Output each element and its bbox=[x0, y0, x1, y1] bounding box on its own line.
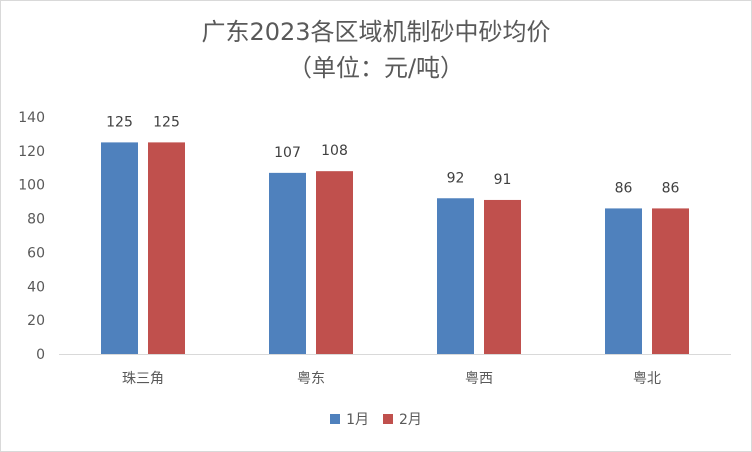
bar bbox=[437, 198, 474, 354]
x-category-label: 珠三角 bbox=[122, 371, 164, 387]
data-label: 125 bbox=[153, 114, 180, 130]
data-label: 108 bbox=[321, 143, 348, 159]
chart-title-line1: 广东2023各区域机制砂中砂均价 bbox=[201, 18, 551, 46]
legend-label-series-1: 1月 bbox=[346, 412, 369, 428]
data-label: 107 bbox=[274, 145, 301, 161]
y-tick-label: 20 bbox=[27, 313, 45, 329]
data-label: 86 bbox=[615, 180, 633, 196]
y-tick-label: 100 bbox=[18, 178, 45, 194]
data-label: 125 bbox=[106, 114, 133, 130]
x-category-label: 粤西 bbox=[465, 371, 493, 387]
data-label: 86 bbox=[662, 180, 680, 196]
y-tick-label: 40 bbox=[27, 279, 45, 295]
bar bbox=[269, 172, 306, 354]
x-category-label: 粤北 bbox=[633, 371, 661, 387]
legend-swatch-series-1 bbox=[330, 414, 341, 424]
legend-swatch-series-2 bbox=[383, 414, 393, 424]
legend: 1月 2月 bbox=[1, 409, 751, 429]
bar bbox=[101, 142, 138, 354]
data-label: 92 bbox=[447, 170, 465, 186]
legend-item-series-2: 2月 bbox=[383, 409, 422, 429]
y-tick-label: 120 bbox=[18, 144, 45, 160]
y-tick-label: 140 bbox=[18, 110, 45, 126]
x-category-label: 粤东 bbox=[297, 371, 325, 387]
bar bbox=[605, 208, 642, 354]
bar bbox=[148, 142, 185, 354]
bar bbox=[316, 171, 353, 354]
y-tick-label: 80 bbox=[27, 212, 45, 228]
bar bbox=[652, 208, 689, 354]
y-tick-label: 60 bbox=[27, 245, 45, 261]
data-label: 91 bbox=[494, 172, 512, 188]
chart-title-line2: （单位：元/吨） bbox=[287, 54, 465, 82]
y-tick-label: 0 bbox=[36, 347, 45, 363]
legend-item-series-1: 1月 bbox=[330, 409, 369, 429]
bar bbox=[484, 199, 521, 354]
legend-label-series-2: 2月 bbox=[399, 412, 422, 428]
